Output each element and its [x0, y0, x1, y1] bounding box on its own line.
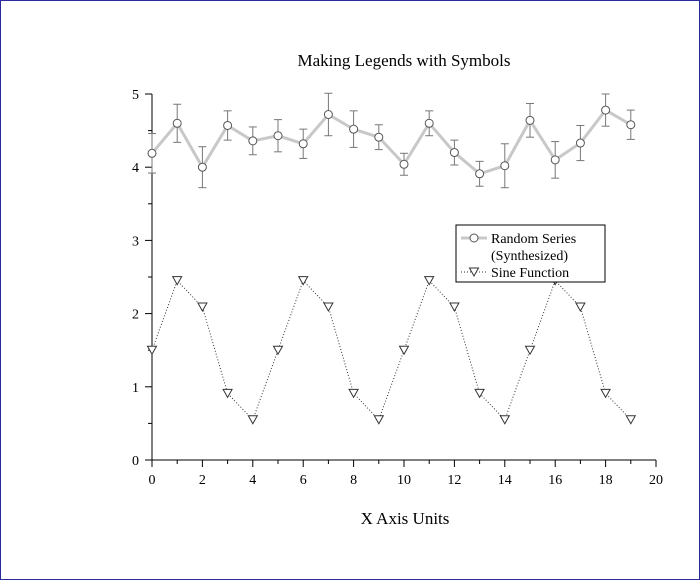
random-point	[323, 109, 333, 119]
legend: Random Series (Synthesized) Sine Functio…	[455, 224, 606, 283]
random-point	[626, 120, 636, 130]
y-tick-label: 2	[132, 308, 139, 323]
legend-sine-label: Sine Function	[491, 266, 569, 281]
random-point	[273, 131, 283, 141]
random-point	[349, 124, 359, 134]
chart-title: Making Legends with Symbols	[298, 51, 511, 70]
random-point	[525, 115, 535, 125]
random-point	[399, 159, 409, 169]
x-tick-label: 16	[548, 473, 562, 488]
random-point	[248, 136, 258, 146]
random-point	[601, 105, 611, 115]
y-tick-label: 5	[132, 88, 139, 103]
random-point	[147, 148, 157, 158]
legend-random-label-line2: (Synthesized)	[491, 249, 568, 264]
sine-point	[423, 276, 435, 286]
sine-point	[524, 345, 536, 356]
sine-point	[449, 302, 460, 313]
sine-point	[625, 415, 637, 425]
random-point	[197, 162, 207, 172]
sine-point	[398, 345, 410, 356]
random-point	[223, 120, 233, 130]
y-tick-label: 1	[132, 381, 139, 396]
y-tick-label: 0	[132, 454, 139, 469]
sine-point	[474, 388, 485, 399]
x-tick-label: 2	[199, 473, 206, 488]
sine-series-line	[151, 279, 632, 421]
legend-random-label: Random Series	[491, 232, 576, 247]
x-tick-label: 20	[649, 473, 663, 488]
x-tick-label: 18	[599, 473, 613, 488]
x-tick-label: 0	[149, 473, 156, 488]
sine-point	[323, 302, 334, 313]
sine-point	[247, 415, 259, 425]
x-tick-label: 8	[350, 473, 357, 488]
random-point	[172, 118, 182, 128]
x-tick-label: 14	[498, 473, 512, 488]
sine-point	[197, 302, 208, 313]
x-tick-label: 4	[249, 473, 256, 488]
legend-box	[455, 224, 606, 283]
x-axis-label: X Axis Units	[361, 509, 450, 528]
sine-point	[499, 415, 511, 425]
sine-point	[297, 276, 309, 286]
random-point	[500, 161, 510, 171]
sine-point	[575, 302, 586, 313]
sine-point	[348, 388, 359, 399]
sine-point	[373, 415, 385, 425]
random-point	[550, 155, 560, 165]
series-sine	[146, 276, 637, 425]
y-tick-label: 3	[132, 234, 139, 249]
sine-point	[272, 345, 284, 356]
random-point	[475, 169, 485, 179]
legend-sine-marker	[468, 267, 480, 278]
random-point	[374, 132, 384, 142]
random-series-line	[150, 108, 632, 176]
sine-point	[146, 345, 158, 356]
x-tick-label: 6	[300, 473, 307, 488]
random-point	[298, 139, 308, 149]
random-point	[449, 148, 459, 158]
sine-point	[600, 388, 611, 399]
series-random	[147, 92, 636, 189]
x-tick-label: 12	[447, 473, 461, 488]
random-point	[424, 118, 434, 128]
x-tick-label: 10	[397, 473, 411, 488]
sine-point	[222, 388, 233, 399]
sine-point	[171, 276, 183, 286]
legend-random-marker	[469, 233, 479, 243]
random-point	[575, 138, 585, 148]
y-tick-label: 4	[132, 161, 139, 176]
